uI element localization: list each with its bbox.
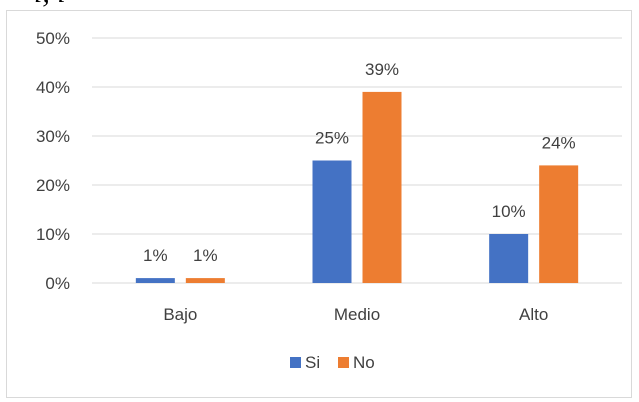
data-label: 1% [143,246,168,265]
y-tick-label: 0% [45,274,70,293]
legend-label-no: No [353,353,375,372]
category-label: Medio [334,305,380,324]
gridlines [92,37,622,284]
data-label: 25% [315,129,349,148]
legend-swatch-si [290,357,301,368]
cropped-heading-fragment: i, i [34,0,66,8]
y-tick-label: 30% [36,127,70,146]
bar-no-medio [362,91,402,284]
legend: Si No [290,353,375,372]
legend-swatch-no [338,357,349,368]
y-axis-ticks: 0% 10% 20% 30% 40% 50% [36,29,70,293]
x-axis-categories: Bajo Medio Alto [163,305,548,324]
y-tick-label: 20% [36,176,70,195]
category-label: Bajo [163,305,197,324]
y-tick-label: 10% [36,225,70,244]
y-tick-label: 50% [36,29,70,48]
bar-no-bajo [185,278,225,283]
data-label: 10% [492,202,526,221]
bar-si-medio [312,160,352,283]
category-label: Alto [519,305,548,324]
data-label: 39% [365,60,399,79]
legend-label-si: Si [305,353,320,372]
data-labels: 1% 1% 25% 39% 10% 24% [143,60,576,265]
bars [135,91,579,284]
bar-no-alto [539,165,579,283]
bar-si-bajo [135,278,175,283]
data-label: 24% [542,133,576,152]
y-tick-label: 40% [36,78,70,97]
bar-si-alto [489,234,529,283]
data-label: 1% [193,246,218,265]
